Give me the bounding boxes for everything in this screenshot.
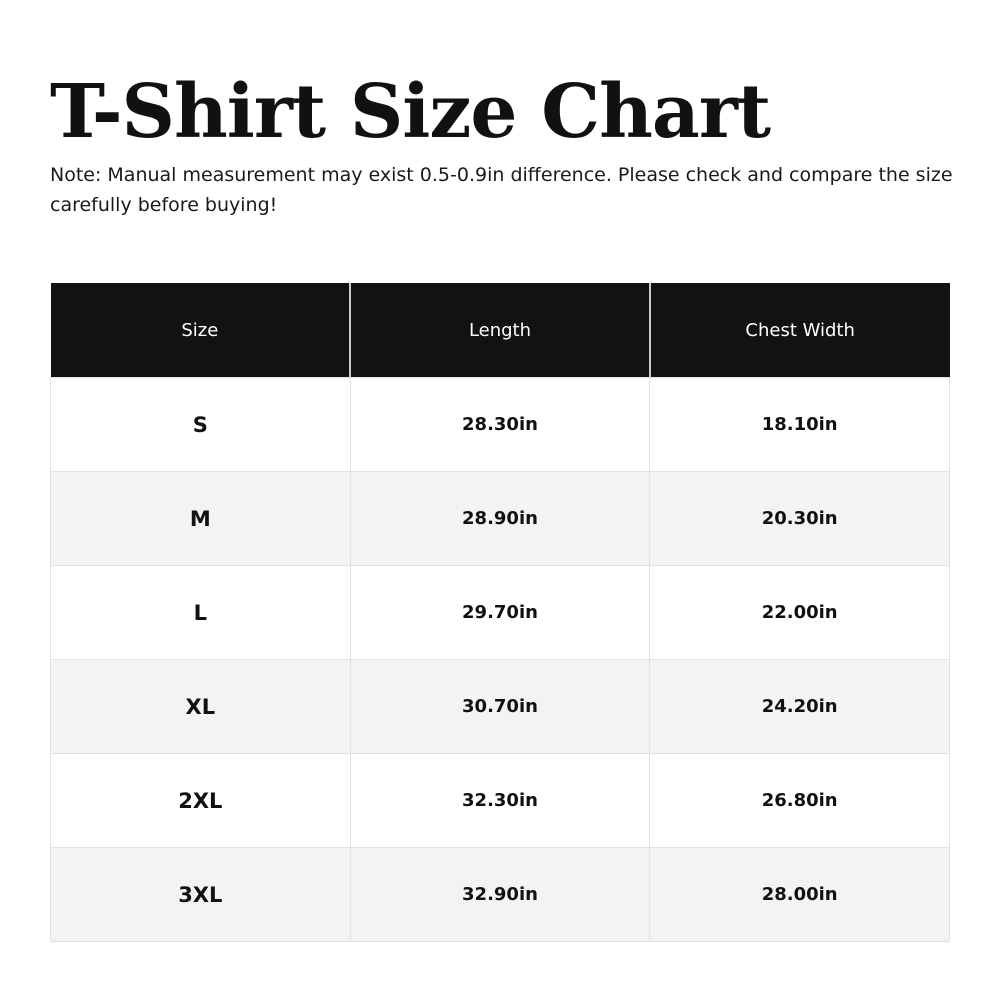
length-cell: 32.30in <box>349 753 651 848</box>
chest-width-cell: 24.20in <box>649 659 950 754</box>
size-table: Size Length Chest Width S 28.30in 18.10i… <box>50 283 950 942</box>
chest-width-cell: 28.00in <box>649 847 950 942</box>
measurement-note: Note: Manual measurement may exist 0.5-0… <box>50 164 953 216</box>
size-cell: S <box>50 377 351 472</box>
table-row: 3XL 32.90in 28.00in <box>50 847 950 942</box>
length-cell: 30.70in <box>349 659 651 754</box>
length-cell: 28.30in <box>349 377 651 472</box>
size-cell: 3XL <box>50 847 351 942</box>
table-row: XL 30.70in 24.20in <box>50 659 950 754</box>
size-cell: M <box>50 471 351 566</box>
table-row: S 28.30in 18.10in <box>50 377 950 472</box>
page-title: T-Shirt Size Chart <box>50 69 771 155</box>
header-size: Size <box>50 283 351 378</box>
table-header-row: Size Length Chest Width <box>50 283 950 378</box>
length-cell: 28.90in <box>349 471 651 566</box>
chest-width-cell: 20.30in <box>649 471 950 566</box>
length-cell: 32.90in <box>349 847 651 942</box>
table-row: L 29.70in 22.00in <box>50 565 950 660</box>
header-chest-width: Chest Width <box>648 283 950 378</box>
chest-width-cell: 22.00in <box>649 565 950 660</box>
chest-width-cell: 26.80in <box>649 753 950 848</box>
table-row: M 28.90in 20.30in <box>50 471 950 566</box>
length-cell: 29.70in <box>349 565 651 660</box>
chest-width-cell: 18.10in <box>649 377 950 472</box>
size-cell: L <box>50 565 351 660</box>
table-row: 2XL 32.30in 26.80in <box>50 753 950 848</box>
size-cell: XL <box>50 659 351 754</box>
size-cell: 2XL <box>50 753 351 848</box>
header-length: Length <box>349 283 650 378</box>
